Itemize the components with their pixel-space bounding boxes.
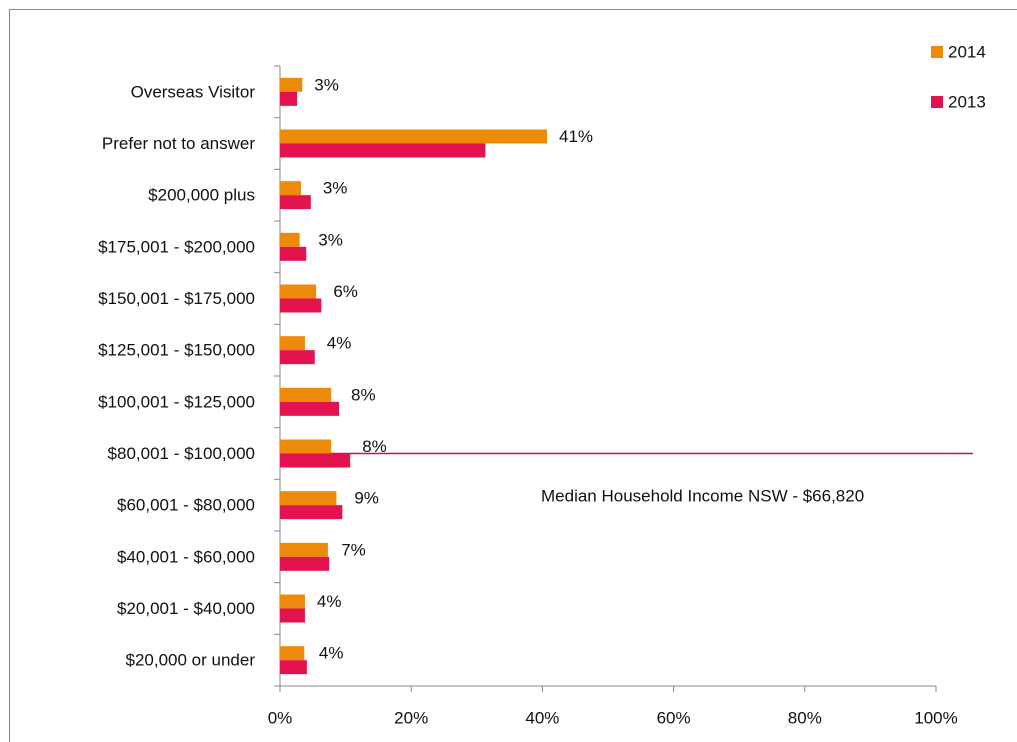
x-tick-label: 20% bbox=[394, 708, 428, 727]
bar bbox=[280, 556, 330, 571]
y-tick-label: $100,001 - $125,000 bbox=[98, 392, 255, 411]
legend-label: 2014 bbox=[948, 42, 986, 61]
y-tick-label: $200,000 plus bbox=[148, 186, 255, 205]
bar bbox=[280, 232, 300, 247]
y-tick-label: $125,001 - $150,000 bbox=[98, 341, 255, 360]
bar bbox=[280, 491, 337, 506]
y-tick-label: $60,001 - $80,000 bbox=[117, 496, 255, 515]
x-tick-label: 60% bbox=[657, 708, 691, 727]
x-tick-label: 80% bbox=[788, 708, 822, 727]
bar bbox=[280, 660, 307, 675]
bar bbox=[280, 439, 332, 454]
bar bbox=[280, 387, 332, 402]
bar bbox=[280, 542, 328, 557]
x-tick-label: 40% bbox=[525, 708, 559, 727]
bar bbox=[280, 298, 322, 313]
bar bbox=[280, 91, 298, 106]
bar bbox=[280, 284, 317, 299]
y-tick-label: $20,001 - $40,000 bbox=[117, 599, 255, 618]
bar bbox=[280, 453, 351, 468]
y-tick-label: $150,001 - $175,000 bbox=[98, 289, 255, 308]
data-label: 3% bbox=[323, 179, 348, 198]
annotation: Median Household Income NSW - $66,820 bbox=[541, 486, 864, 505]
bar bbox=[280, 143, 486, 158]
y-tick-label: $40,001 - $60,000 bbox=[117, 547, 255, 566]
bar bbox=[280, 505, 343, 520]
y-tick-label: $20,000 or under bbox=[126, 651, 256, 670]
legend-swatch bbox=[931, 96, 943, 108]
data-label: 3% bbox=[318, 230, 343, 249]
y-tick-label: $175,001 - $200,000 bbox=[98, 237, 255, 256]
data-label: 8% bbox=[362, 437, 387, 456]
bar bbox=[280, 401, 340, 416]
bar bbox=[280, 195, 311, 210]
y-tick-label: Prefer not to answer bbox=[102, 134, 255, 153]
y-tick-label: $80,001 - $100,000 bbox=[108, 444, 255, 463]
data-label: 8% bbox=[351, 385, 376, 404]
bar bbox=[280, 350, 315, 365]
data-label: 4% bbox=[319, 644, 344, 663]
chart-frame bbox=[9, 9, 1017, 742]
bar bbox=[280, 77, 303, 92]
bar bbox=[280, 246, 307, 261]
y-tick-label: Overseas Visitor bbox=[131, 82, 256, 101]
data-label: 9% bbox=[354, 489, 379, 508]
data-label: 41% bbox=[559, 127, 593, 146]
x-tick-label: 100% bbox=[914, 708, 957, 727]
bar bbox=[280, 336, 305, 351]
bar bbox=[280, 129, 547, 144]
data-label: 3% bbox=[314, 75, 339, 94]
bar bbox=[280, 594, 305, 609]
data-label: 7% bbox=[341, 540, 366, 559]
x-tick-label: 0% bbox=[268, 708, 293, 727]
legend-label: 2013 bbox=[948, 92, 986, 111]
data-label: 6% bbox=[333, 282, 358, 301]
data-label: 4% bbox=[327, 334, 352, 353]
bar bbox=[280, 608, 305, 623]
legend-swatch bbox=[931, 46, 943, 58]
bar bbox=[280, 181, 301, 196]
bar bbox=[280, 646, 305, 661]
data-label: 4% bbox=[317, 592, 342, 611]
